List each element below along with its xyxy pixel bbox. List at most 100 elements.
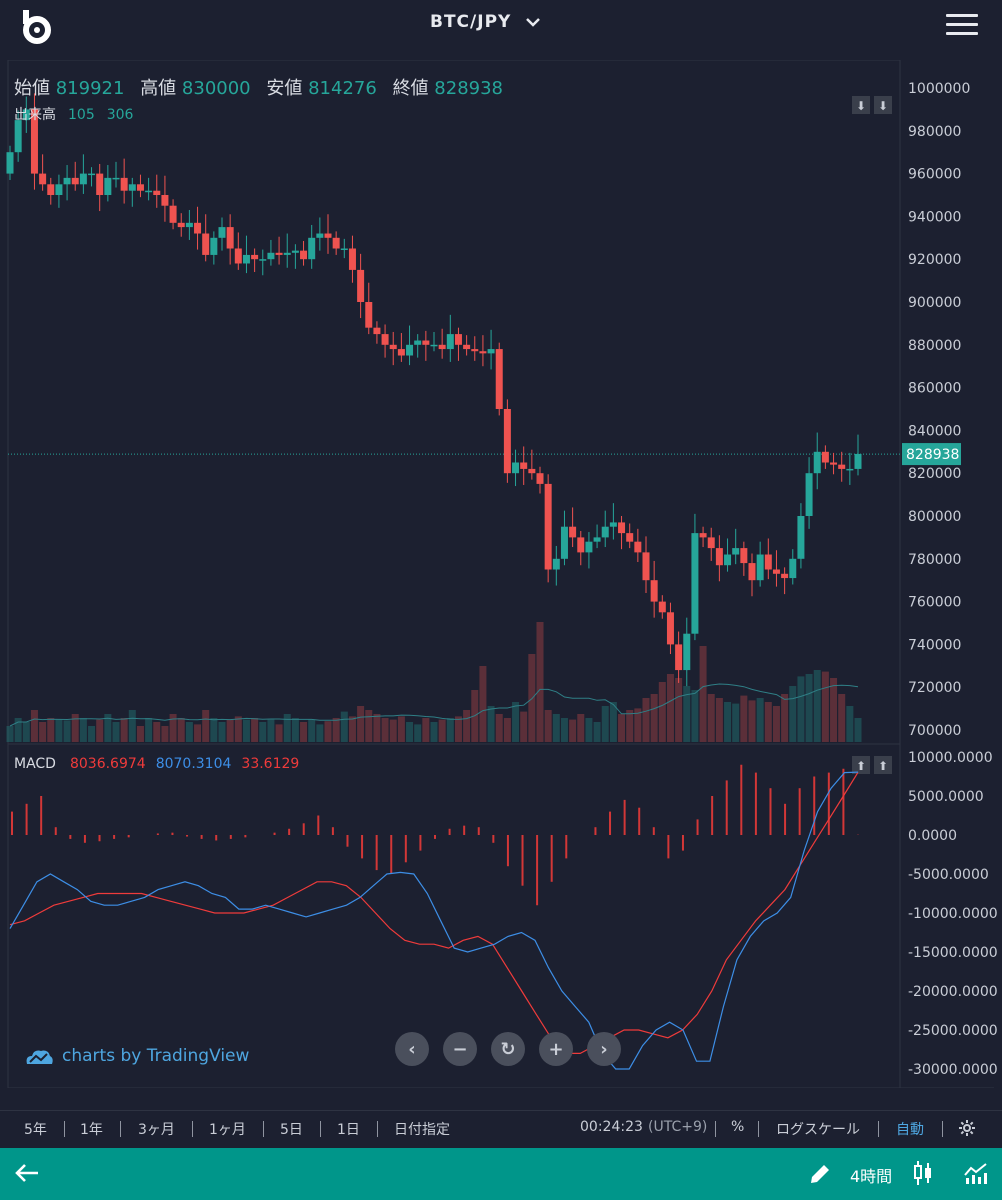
volume-bar bbox=[324, 721, 332, 742]
volume-bar bbox=[136, 726, 144, 742]
zoom-in-button[interactable]: + bbox=[539, 1032, 573, 1066]
price-axis-label: 940000 bbox=[908, 209, 961, 225]
candle-body bbox=[838, 464, 846, 469]
volume-bar bbox=[153, 722, 161, 742]
pane-arrow-button[interactable] bbox=[852, 756, 870, 774]
candle-body bbox=[569, 526, 577, 538]
scroll-left-button[interactable]: ‹ bbox=[395, 1032, 429, 1066]
timezone[interactable]: (UTC+9) bbox=[648, 1119, 708, 1135]
candle-body bbox=[585, 541, 593, 553]
range-1y[interactable]: 1年 bbox=[80, 1122, 103, 1138]
volume-bar bbox=[666, 674, 674, 742]
volume-bar bbox=[764, 702, 772, 742]
price-axis-label: 900000 bbox=[908, 295, 961, 311]
range-5d[interactable]: 5日 bbox=[280, 1122, 303, 1138]
candle-body bbox=[846, 468, 854, 471]
price-axis-label: 740000 bbox=[908, 637, 961, 653]
volume-bar bbox=[503, 718, 511, 742]
volume-bar bbox=[422, 718, 430, 742]
macd-axis-label: -15000.0000 bbox=[908, 945, 998, 961]
volume-bar bbox=[22, 722, 30, 742]
pane-arrow-icon: ⬆ bbox=[856, 759, 866, 773]
candle-body bbox=[22, 109, 30, 121]
candle-body bbox=[666, 612, 674, 645]
candle-body bbox=[756, 554, 764, 581]
gear-icon[interactable] bbox=[958, 1119, 976, 1137]
candle-body bbox=[259, 259, 267, 261]
candle-body bbox=[242, 254, 250, 264]
candle-body bbox=[365, 302, 373, 328]
candle-body bbox=[487, 349, 495, 354]
date-picker[interactable]: 日付指定 bbox=[394, 1122, 450, 1138]
volume-bar bbox=[609, 702, 617, 742]
volume-bar bbox=[242, 719, 250, 742]
candle-body bbox=[528, 468, 536, 474]
range-3m[interactable]: 3ヶ月 bbox=[138, 1122, 175, 1138]
pencil-icon[interactable] bbox=[808, 1162, 832, 1186]
volume-bar bbox=[63, 720, 71, 742]
scroll-right-button[interactable]: › bbox=[587, 1032, 621, 1066]
candle-body bbox=[495, 349, 503, 409]
volume-bar bbox=[120, 718, 128, 742]
range-5y[interactable]: 5年 bbox=[24, 1122, 47, 1138]
volume-bar bbox=[291, 718, 299, 742]
volume-bar bbox=[332, 718, 340, 742]
candle-body bbox=[185, 222, 193, 228]
candle-body bbox=[47, 184, 55, 195]
auto-scale-toggle[interactable]: 自動 bbox=[896, 1122, 924, 1138]
volume-bar bbox=[650, 694, 658, 742]
range-1m[interactable]: 1ヶ月 bbox=[209, 1122, 246, 1138]
volume-bar bbox=[479, 666, 487, 742]
pane-arrow-button[interactable] bbox=[874, 96, 892, 114]
volume-bar bbox=[512, 702, 520, 742]
volume-bar bbox=[300, 722, 308, 742]
tradingview-branding[interactable]: charts by TradingView bbox=[24, 1046, 249, 1066]
candle-body bbox=[618, 522, 626, 534]
volume-bar bbox=[406, 722, 414, 742]
candle-body bbox=[283, 252, 291, 255]
candle-body bbox=[291, 250, 299, 253]
price-axis-label: 800000 bbox=[908, 509, 961, 525]
volume-bar bbox=[748, 700, 756, 742]
volume-bar bbox=[202, 710, 210, 742]
candle-body bbox=[430, 344, 438, 347]
volume-bar bbox=[348, 716, 356, 742]
price-chart[interactable]: 1000000 980000 960000 940000 920000 900000 880… bbox=[0, 60, 1002, 1088]
candle-body bbox=[218, 227, 226, 238]
candle-body bbox=[634, 541, 642, 553]
percent-toggle[interactable]: % bbox=[731, 1119, 745, 1135]
volume-bar bbox=[740, 695, 748, 742]
volume-bar bbox=[577, 714, 585, 742]
candle-body bbox=[145, 190, 153, 193]
volume-bar bbox=[544, 710, 552, 742]
volume-bar bbox=[47, 718, 55, 742]
pair-selector[interactable]: BTC/JPY bbox=[430, 12, 541, 32]
candle-body bbox=[821, 451, 829, 463]
candle-body bbox=[724, 554, 732, 566]
price-axis-label: 840000 bbox=[908, 423, 961, 439]
volume-bar bbox=[732, 703, 740, 742]
candle-body bbox=[267, 252, 275, 260]
volume-ma-line bbox=[9, 683, 859, 727]
candle-body bbox=[438, 344, 446, 350]
candle-body bbox=[397, 349, 405, 356]
hamburger-menu-icon[interactable] bbox=[946, 14, 978, 38]
zoom-out-button[interactable]: − bbox=[443, 1032, 477, 1066]
candle-body bbox=[740, 548, 748, 564]
reset-button[interactable]: ↻ bbox=[491, 1032, 525, 1066]
candle-body bbox=[55, 184, 63, 195]
back-arrow-icon[interactable] bbox=[14, 1162, 40, 1184]
indicators-icon[interactable] bbox=[964, 1162, 988, 1184]
pane-arrow-button[interactable] bbox=[852, 96, 870, 114]
pane-arrow-icon: ⬆ bbox=[878, 759, 888, 773]
bitbank-logo-icon[interactable] bbox=[18, 8, 54, 44]
volume-bar bbox=[357, 706, 365, 742]
range-1d[interactable]: 1日 bbox=[337, 1122, 360, 1138]
pane-arrow-button[interactable] bbox=[874, 756, 892, 774]
volume-bar bbox=[805, 674, 813, 742]
candlestick-icon[interactable] bbox=[912, 1160, 934, 1186]
log-scale-toggle[interactable]: ログスケール bbox=[776, 1122, 860, 1138]
candle-body bbox=[830, 462, 838, 465]
interval-selector[interactable]: 4時間 bbox=[850, 1167, 893, 1186]
volume-bar bbox=[340, 711, 348, 742]
